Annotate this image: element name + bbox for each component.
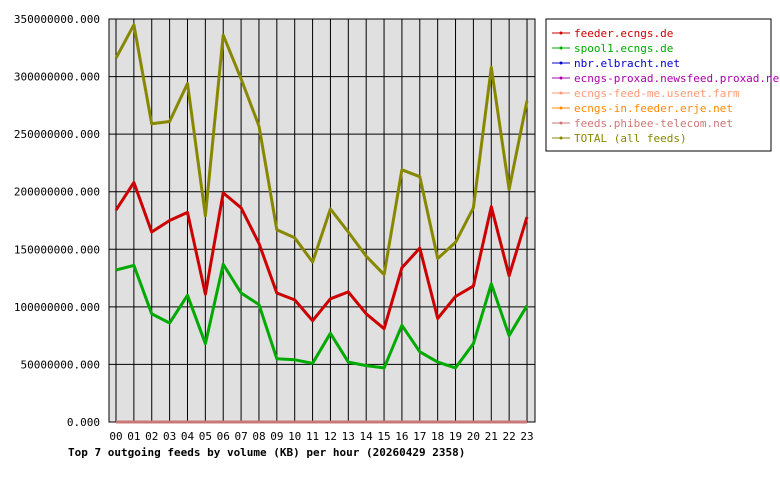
x-tick-label: 18 [431,430,444,443]
y-tick-label: 200000000.000 [14,186,100,199]
chart-title: Top 7 outgoing feeds by volume (KB) per … [68,446,465,459]
y-tick-label: 50000000.000 [21,358,100,371]
y-tick-label: 0.000 [67,416,100,429]
x-tick-label: 02 [145,430,158,443]
x-tick-label: 06 [217,430,230,443]
y-tick-label: 250000000.000 [14,128,100,141]
x-tick-label: 10 [288,430,301,443]
x-tick-label: 15 [377,430,390,443]
series-lines [114,23,529,424]
legend-marker [559,61,563,65]
x-tick-label: 21 [485,430,498,443]
x-tick-label: 09 [270,430,283,443]
x-tick-label: 05 [199,430,212,443]
x-tick-label: 22 [503,430,516,443]
x-tick-label: 12 [324,430,337,443]
x-tick-label: 01 [127,430,140,443]
legend-label: nbr.elbracht.net [574,57,680,70]
legend-marker [559,46,563,50]
x-tick-label: 19 [449,430,462,443]
legend-label: feeder.ecngs.de [574,27,673,40]
y-axis: 0.000 50000000.000 100000000.000 150000000.… [14,13,100,429]
x-tick-label: 20 [467,430,480,443]
legend: feeder.ecngs.de spool1.ecngs.de nbr.elbrac… [545,18,780,152]
series-line-spool1-ecngs-de [115,262,529,370]
legend-label: TOTAL (all feeds) [574,132,687,145]
x-tick-label: 08 [252,430,265,443]
x-tick-label: 23 [520,430,533,443]
legend-marker [559,91,563,95]
x-tick-label: 16 [395,430,408,443]
x-tick-label: 07 [234,430,247,443]
y-tick-label: 150000000.000 [14,243,100,256]
legend-label: ecngs-proxad.newsfeed.proxad.net [574,72,780,85]
legend-label: spool1.ecngs.de [574,42,673,55]
legend-label: ecngs-in.feeder.erje.net [574,102,733,115]
x-axis: 00 01 02 03 04 05 06 07 08 09 10 11 12 13 14 15 16 17 18 19… [109,430,533,443]
x-tick-label: 17 [413,430,426,443]
series-line-total-all-feeds- [114,23,529,277]
x-tick-label: 14 [360,430,374,443]
x-tick-label: 11 [306,430,319,443]
legend-marker [559,76,563,80]
x-tick-label: 04 [181,430,195,443]
y-tick-label: 100000000.000 [14,301,100,314]
legend-marker [559,136,563,140]
legend-box [545,18,772,152]
legend-label: ecngs-feed-me.usenet.farm [574,87,740,100]
x-tick-label: 13 [342,430,355,443]
legend-marker [559,106,563,110]
legend-marker [559,31,563,35]
y-tick-label: 300000000.000 [14,71,100,84]
x-tick-label: 00 [109,430,122,443]
legend-marker [559,121,563,125]
series-line-feeder-ecngs-de [114,181,529,331]
legend-label: feeds.phibee-telecom.net [574,117,733,130]
x-tick-label: 03 [163,430,176,443]
y-tick-label: 350000000.000 [14,13,100,26]
